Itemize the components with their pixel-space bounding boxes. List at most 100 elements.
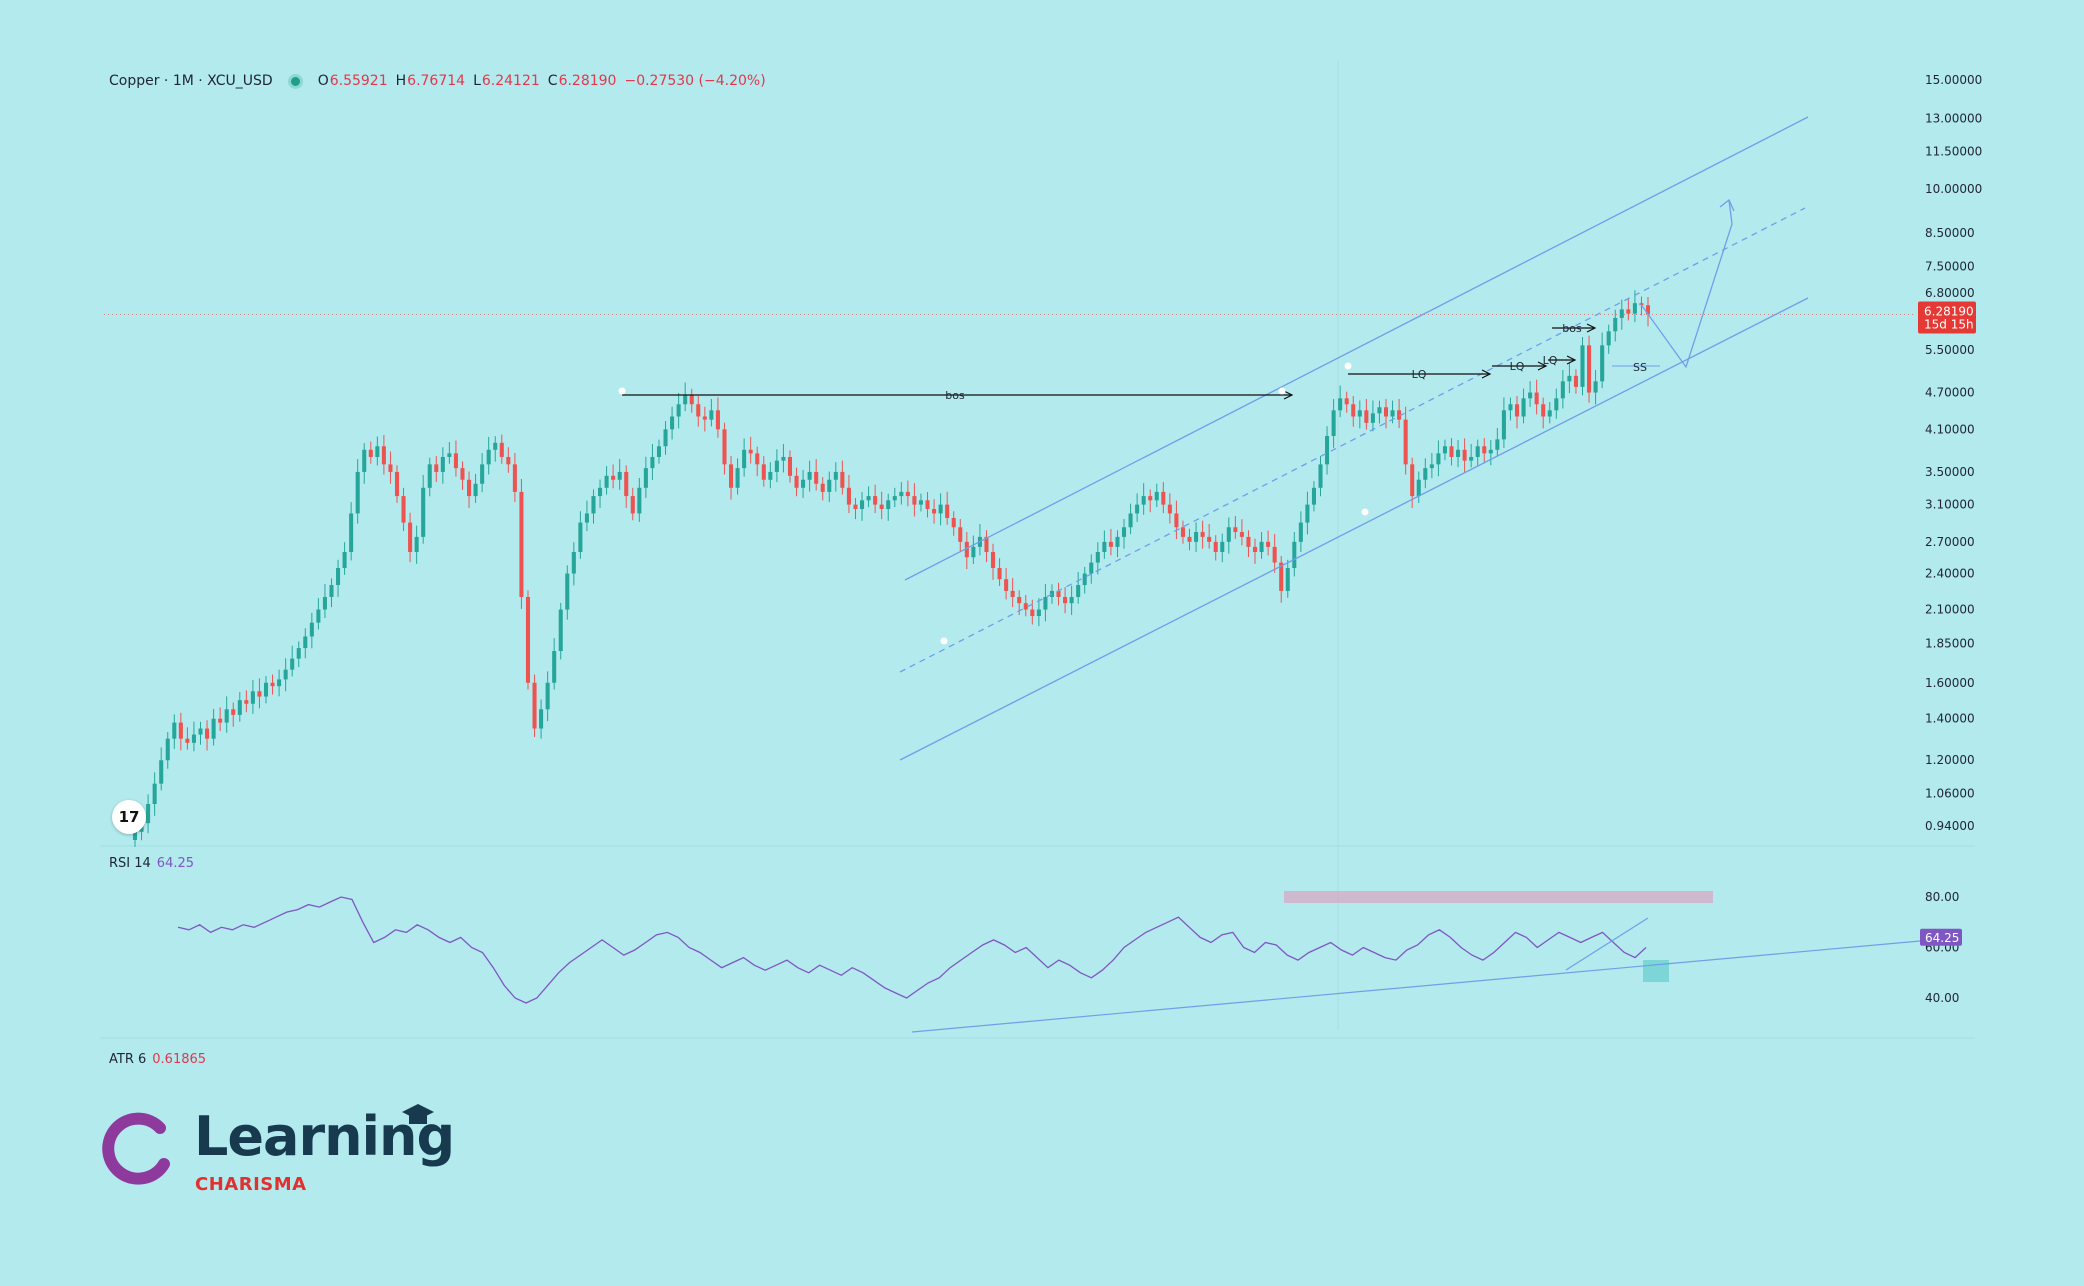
candle-down xyxy=(1174,513,1179,528)
candle-up xyxy=(1259,541,1264,552)
candle-up xyxy=(1095,551,1100,563)
candle-up xyxy=(1141,496,1146,505)
price-tick-label: 2.40000 xyxy=(1925,567,1975,581)
candle-up xyxy=(1508,404,1513,411)
candle-down xyxy=(1246,536,1251,547)
rsi-indicator-label[interactable]: RSI 14 64.25 xyxy=(109,856,194,871)
candle-up xyxy=(1338,398,1343,411)
candle-down xyxy=(925,500,930,510)
bos-annotation-arrow xyxy=(1586,323,1597,333)
candle-down xyxy=(1180,527,1185,537)
candle-up xyxy=(191,734,196,743)
symbol-title[interactable]: Copper · 1M · XCU_USD xyxy=(109,73,273,89)
candle-up xyxy=(1613,317,1618,332)
candle-down xyxy=(984,536,989,552)
candle-up xyxy=(591,496,596,514)
candle-down xyxy=(1364,410,1369,423)
candle-up xyxy=(1528,392,1533,399)
grid-layer xyxy=(100,60,1975,1039)
candle-down xyxy=(722,429,727,465)
candle-up xyxy=(768,471,773,480)
candle-up xyxy=(1194,532,1199,542)
atr-indicator-label[interactable]: ATR 6 0.61865 xyxy=(109,1052,206,1067)
candle-up xyxy=(1121,527,1127,537)
candle-up xyxy=(859,500,865,510)
candle-down xyxy=(853,504,858,510)
rsi-trendline xyxy=(911,940,1921,1033)
projection-arrowhead xyxy=(1719,198,1735,212)
candle-down xyxy=(1167,504,1172,514)
candle-up xyxy=(598,487,603,497)
price-tick-label: 0.94000 xyxy=(1925,819,1975,833)
candle-down xyxy=(1207,536,1212,542)
lq-annotation-arrow xyxy=(1537,361,1548,371)
price-axis[interactable]: 15.00000 13.00000 11.50000 10.00000 8.50000 7… xyxy=(1918,73,1982,1005)
candle-up xyxy=(552,651,557,683)
candle-up xyxy=(539,709,544,729)
candle-down xyxy=(689,395,694,405)
candle-down xyxy=(748,449,753,454)
candle-down xyxy=(453,453,458,469)
candle-down xyxy=(519,491,524,597)
candle-up xyxy=(676,404,681,417)
candle-up xyxy=(670,416,675,430)
candle-up xyxy=(899,491,904,497)
candle-up xyxy=(1285,568,1290,591)
candle-down xyxy=(696,404,701,417)
candle-down xyxy=(388,464,393,472)
candle-up xyxy=(1226,527,1231,542)
candle-up xyxy=(565,573,570,610)
candle-up xyxy=(480,464,485,484)
candle-down xyxy=(1023,603,1028,610)
candle-up xyxy=(1423,468,1428,480)
candle-up xyxy=(375,446,380,457)
rsi-trendline-short xyxy=(1565,917,1649,971)
candle-down xyxy=(814,471,819,484)
candle-down xyxy=(408,522,413,552)
candle-down xyxy=(846,487,851,505)
price-tick-label: 4.70000 xyxy=(1925,386,1975,400)
tradingview-logo-icon[interactable]: 17 xyxy=(112,800,146,834)
candle-down xyxy=(506,456,511,465)
candle-down xyxy=(611,475,616,480)
candle-up xyxy=(1521,398,1526,417)
price-tick-label: 1.20000 xyxy=(1925,753,1975,767)
candle-up xyxy=(132,831,138,840)
candle-down xyxy=(434,464,439,472)
candle-up xyxy=(303,636,308,649)
candle-down xyxy=(1017,596,1022,604)
price-tick-label: 1.60000 xyxy=(1925,676,1975,690)
candle-up xyxy=(558,609,563,652)
candle-down xyxy=(1213,541,1218,552)
candle-up xyxy=(277,679,282,687)
candle-up xyxy=(237,700,242,715)
rsi-value: 64.25 xyxy=(156,856,195,871)
candle-down xyxy=(1030,609,1035,617)
candle-down xyxy=(499,442,504,457)
candle-down xyxy=(905,491,910,497)
candle-down xyxy=(1200,532,1205,537)
candle-up xyxy=(1475,446,1480,457)
candle-up xyxy=(290,658,295,670)
candle-up xyxy=(250,691,255,704)
channel-mid-line xyxy=(899,207,1806,673)
candle-down xyxy=(1279,562,1284,591)
price-tick-label: 1.06000 xyxy=(1925,787,1975,801)
candle-up xyxy=(1377,407,1382,414)
candle-up xyxy=(427,464,432,488)
candle-up xyxy=(866,496,871,501)
rsi-target-box xyxy=(1643,960,1669,982)
price-tick-label: 1.85000 xyxy=(1925,637,1975,651)
price-tick-label: 3.10000 xyxy=(1925,498,1975,512)
last-price-tag xyxy=(1918,301,1976,334)
candle-down xyxy=(997,568,1002,580)
candle-up xyxy=(1076,585,1081,597)
candle-up xyxy=(643,468,648,488)
candle-up xyxy=(807,471,812,480)
price-tick-label: 11.50000 xyxy=(1925,145,1982,159)
candle-up xyxy=(918,500,924,505)
candle-down xyxy=(1187,536,1192,542)
price-tick-label: 4.10000 xyxy=(1925,422,1975,436)
ss-label: SS xyxy=(1633,361,1647,374)
